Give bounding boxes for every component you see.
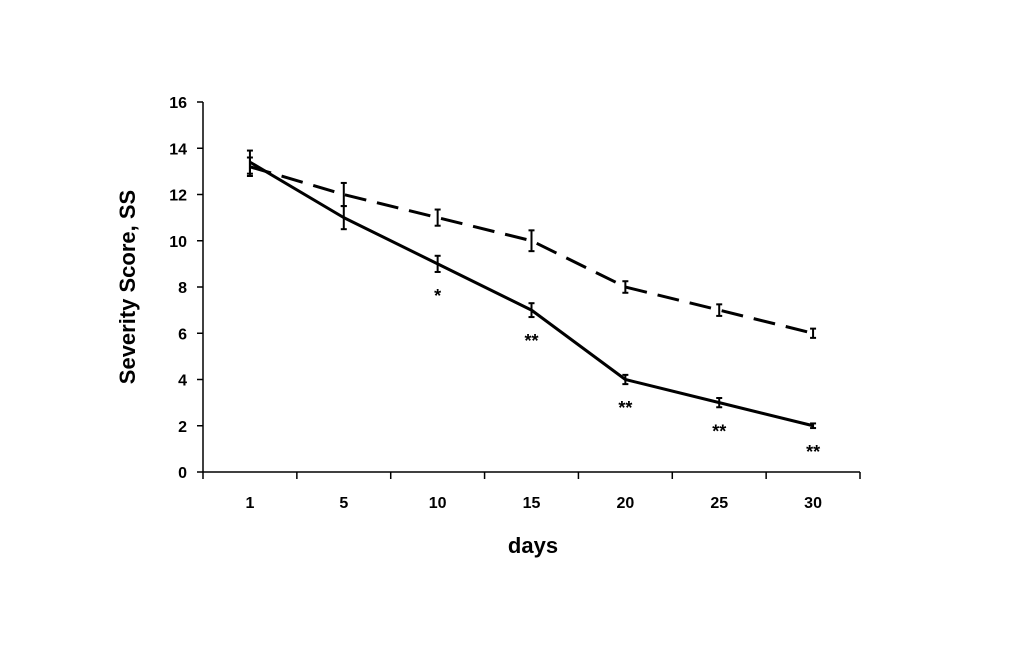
y-tick-label: 6 bbox=[178, 326, 187, 343]
x-tick-label: 10 bbox=[429, 495, 447, 512]
series-layer bbox=[246, 149, 817, 430]
series-line bbox=[249, 160, 814, 428]
y-tick-label: 12 bbox=[169, 188, 187, 205]
y-tick-label: 14 bbox=[169, 141, 187, 158]
significance-label: * bbox=[434, 286, 441, 306]
significance-label: ** bbox=[712, 421, 726, 441]
y-tick-label: 0 bbox=[178, 465, 187, 482]
x-tick-label: 15 bbox=[523, 495, 541, 512]
y-tick-label: 16 bbox=[169, 95, 187, 112]
significance-label: ** bbox=[806, 442, 820, 462]
x-tick-label: 20 bbox=[616, 495, 634, 512]
x-tick-label: 25 bbox=[710, 495, 728, 512]
y-tick-label: 2 bbox=[178, 419, 187, 436]
annotation-layer: ********* bbox=[434, 286, 820, 462]
significance-label: ** bbox=[618, 398, 632, 418]
significance-label: ** bbox=[524, 331, 538, 351]
y-axis-title: Severity Score, SS bbox=[115, 190, 140, 384]
x-tick-label: 1 bbox=[245, 495, 254, 512]
x-tick-label: 30 bbox=[804, 495, 822, 512]
y-tick-label: 8 bbox=[178, 280, 187, 297]
series-2-dashed bbox=[246, 156, 817, 339]
y-tick-label: 4 bbox=[178, 373, 187, 390]
y-tick-label: 10 bbox=[169, 234, 187, 251]
x-axis-title: days bbox=[508, 533, 558, 558]
x-tick-label: 5 bbox=[339, 495, 348, 512]
